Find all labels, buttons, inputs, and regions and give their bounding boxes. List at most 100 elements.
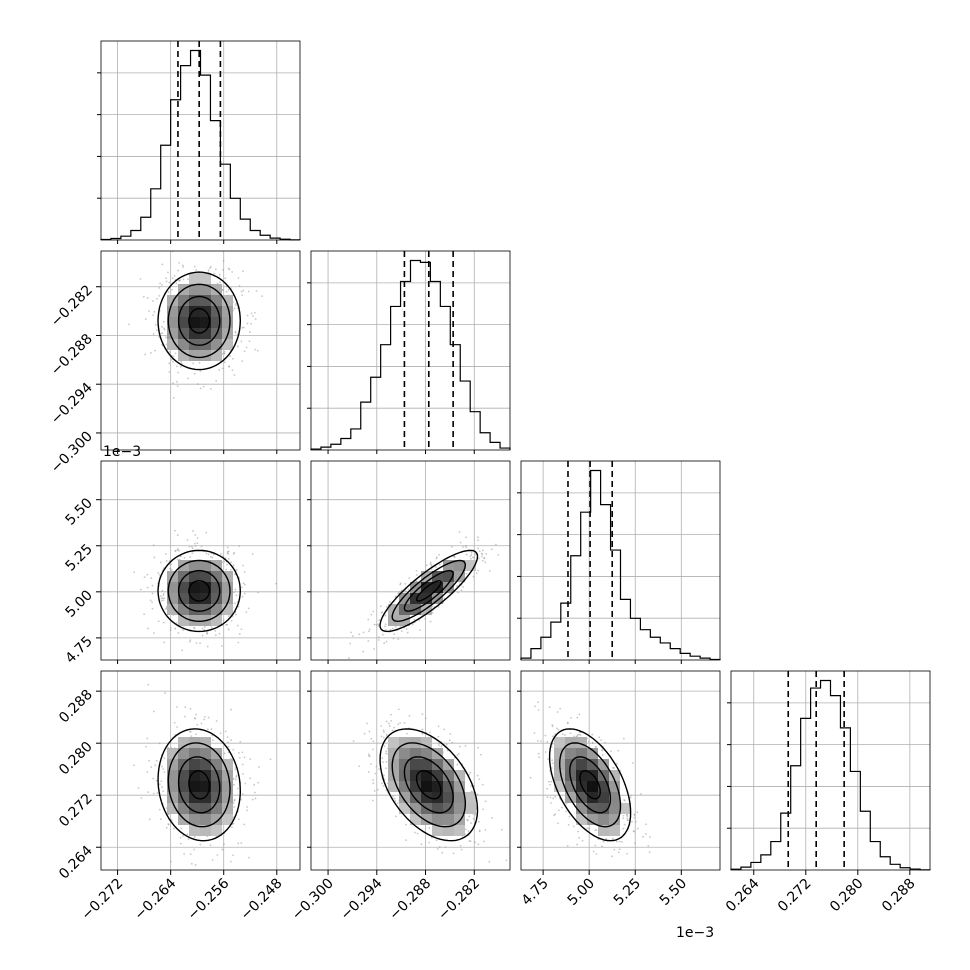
sample-point	[411, 623, 414, 626]
density-cell	[454, 825, 465, 836]
sample-point	[592, 850, 595, 853]
sample-point	[177, 371, 180, 374]
density-cell	[554, 770, 565, 781]
sample-point	[544, 734, 547, 737]
sample-point	[419, 629, 421, 631]
sample-point	[193, 372, 196, 375]
sample-point	[428, 841, 430, 844]
sample-point	[234, 778, 237, 781]
density-cell	[576, 803, 587, 814]
sample-point	[183, 853, 186, 855]
sample-point	[462, 586, 464, 588]
density-cell	[167, 604, 178, 615]
sample-point	[495, 543, 497, 546]
sample-point	[367, 630, 370, 633]
sample-point	[227, 615, 230, 618]
sample-point	[250, 322, 253, 325]
sample-point	[209, 267, 211, 270]
density-cell	[609, 792, 620, 803]
sample-point	[381, 782, 383, 785]
sample-point	[431, 611, 434, 614]
sample-point	[458, 745, 461, 748]
sample-point	[153, 556, 156, 559]
sample-point	[139, 277, 142, 280]
sample-point	[258, 766, 260, 768]
density-cell	[189, 295, 200, 306]
sample-point	[477, 843, 480, 846]
sample-point	[554, 813, 557, 816]
sample-point	[200, 662, 202, 664]
sample-point	[234, 331, 237, 334]
sample-point	[148, 818, 151, 821]
density-cell	[178, 748, 189, 759]
sample-point	[497, 553, 500, 556]
sample-point	[385, 605, 388, 608]
sample-point	[169, 860, 172, 863]
sample-point	[149, 599, 152, 602]
sample-point	[546, 740, 549, 743]
sample-point	[377, 639, 380, 641]
sample-point	[399, 722, 402, 724]
sample-point	[438, 846, 441, 848]
sample-point	[429, 731, 431, 734]
sample-point	[464, 828, 467, 831]
density-cell	[222, 803, 233, 814]
sample-point	[189, 853, 192, 856]
y-tick-label: 0.280	[56, 739, 96, 779]
sample-point	[385, 752, 387, 755]
sample-point	[639, 793, 642, 795]
x-offset-label: 1e−3	[676, 925, 714, 941]
sample-point	[428, 826, 431, 829]
sample-point	[172, 396, 175, 399]
sample-point	[465, 553, 468, 556]
sample-point	[438, 744, 440, 747]
sample-point	[211, 739, 214, 742]
sample-point	[210, 627, 213, 629]
sample-point	[214, 630, 217, 632]
sample-point	[172, 827, 175, 830]
sample-point	[137, 787, 140, 789]
sample-point	[186, 833, 189, 836]
sample-point	[626, 815, 629, 818]
sample-point	[211, 556, 214, 559]
sample-point	[165, 826, 168, 829]
sample-point	[647, 844, 650, 847]
sample-point	[165, 553, 167, 555]
sample-point	[171, 288, 173, 291]
sample-point	[161, 765, 163, 768]
density-cell	[576, 770, 587, 781]
sample-point	[253, 311, 256, 314]
sample-point	[429, 561, 432, 564]
sample-point	[235, 568, 238, 571]
density-cell	[189, 284, 200, 295]
histogram-panel-0	[97, 40, 301, 241]
sample-point	[405, 823, 407, 826]
sample-point	[477, 569, 479, 572]
sample-point	[204, 626, 206, 628]
y-tick-label: −0.294	[48, 380, 96, 428]
density-cell	[598, 814, 609, 825]
sample-point	[435, 839, 438, 842]
density-cell	[200, 560, 211, 571]
density-cell	[167, 317, 178, 328]
sample-point	[406, 732, 408, 735]
density-cell	[443, 781, 454, 792]
sample-point	[472, 556, 474, 559]
sample-point	[226, 563, 228, 566]
x-tick-label: 5.25	[611, 876, 644, 909]
density-cell	[178, 582, 189, 593]
sample-point	[223, 350, 226, 353]
sample-point	[207, 269, 210, 272]
density-cell	[222, 814, 233, 825]
panel-content	[311, 461, 510, 660]
sample-point	[469, 555, 472, 558]
sample-point	[133, 571, 136, 574]
sample-point	[529, 776, 532, 779]
sample-point	[215, 720, 218, 722]
sample-point	[206, 645, 209, 648]
sample-point	[403, 721, 406, 724]
sample-point	[235, 613, 237, 616]
sample-point	[163, 327, 165, 330]
density-cell	[576, 748, 587, 759]
sample-point	[438, 553, 440, 556]
